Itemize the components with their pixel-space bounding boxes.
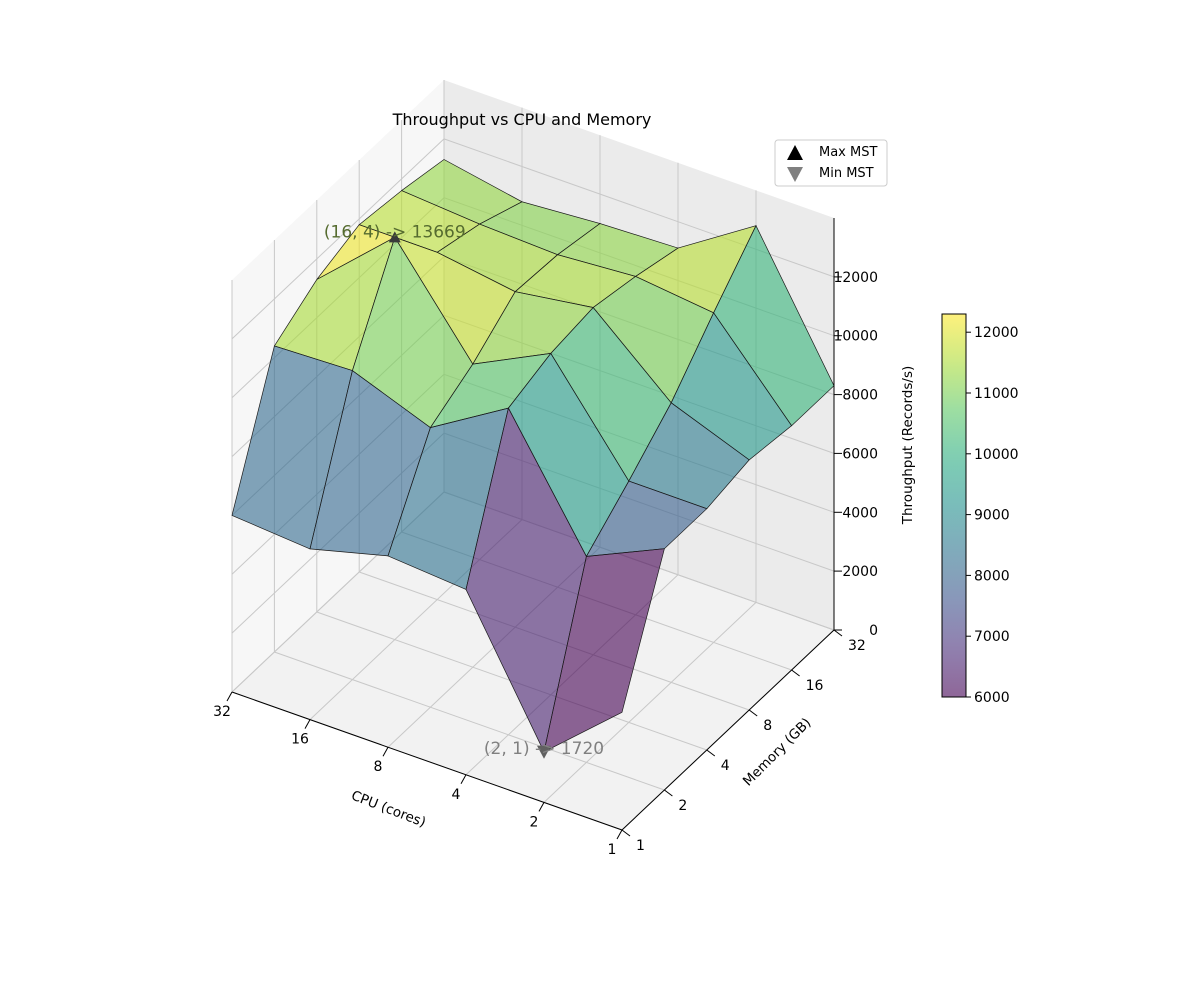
x-axis-line (231, 691, 623, 831)
min-marker (537, 745, 551, 759)
colorbar-tick-label: 8000 (974, 568, 1010, 584)
colorbar-tick-label: 7000 (974, 629, 1010, 645)
z-tick-label: 6000 (842, 446, 878, 462)
colorbar-tick-label: 12000 (974, 325, 1019, 341)
colorbar-tick-label: 9000 (974, 508, 1010, 524)
x-tick (226, 691, 233, 702)
x-tick-label: 8 (374, 759, 383, 775)
y-tick (791, 669, 800, 677)
x-tick-label: 4 (452, 787, 461, 803)
x-tick (460, 774, 467, 785)
x-tick-label: 2 (530, 814, 539, 830)
z-tick-label: 0 (869, 623, 878, 639)
x-tick (304, 719, 311, 729)
colorbar-tick-label: 10000 (974, 447, 1019, 463)
y-axis-line (621, 629, 835, 831)
y-tick (706, 749, 716, 757)
colorbar-tick-label: 11000 (974, 386, 1019, 402)
x-tick-label: 32 (213, 704, 231, 720)
y-tick (748, 709, 758, 717)
min-annotation: (2, 1) -> 1720 (484, 739, 604, 759)
y-tick (664, 789, 673, 797)
axes: 1248163212481632020004000600080001000012… (213, 218, 878, 858)
z-tick-label: 4000 (842, 505, 878, 521)
x-tick (382, 746, 389, 757)
legend: Max MST Min MST (774, 139, 888, 187)
extreme-markers: (16, 4) -> 13669 (2, 1) -> 1720 (324, 222, 604, 759)
legend-min-label: Min MST (819, 166, 874, 181)
z-axis-label: Throughput (Records/s) (900, 366, 916, 526)
x-tick-label: 1 (608, 842, 617, 858)
y-tick-label: 1 (636, 838, 645, 854)
y-tick-label: 16 (806, 678, 824, 694)
y-tick-label: 2 (678, 798, 687, 814)
surface-cell (543, 548, 665, 753)
z-tick-label: 10000 (833, 329, 878, 345)
colorbar-gradient (941, 313, 967, 698)
z-tick-label: 2000 (842, 564, 878, 580)
z-tick-label: 8000 (842, 388, 878, 404)
y-tick-label: 4 (721, 758, 730, 774)
x-tick (616, 829, 623, 840)
surface (231, 159, 835, 753)
max-annotation: (16, 4) -> 13669 (324, 222, 466, 242)
legend-max-label: Max MST (819, 145, 877, 160)
z-tick-label: 12000 (833, 270, 878, 286)
legend-max-marker (787, 145, 803, 160)
y-tick (621, 829, 631, 837)
chart-title: Throughput vs CPU and Memory (392, 110, 652, 129)
colorbar: 6000 7000 8000 9000 10000 11000 12000 (941, 313, 1019, 706)
colorbar-tick-label: 6000 (974, 690, 1010, 706)
x-tick-label: 16 (291, 732, 309, 748)
x-tick (538, 802, 545, 812)
y-tick (833, 629, 843, 637)
legend-min-marker (787, 167, 803, 182)
y-tick-label: 32 (848, 638, 866, 654)
grid-wall-z (231, 138, 445, 340)
grid-floor-memory (274, 651, 665, 791)
grid-floor-cpu (543, 602, 757, 803)
max-marker (388, 231, 401, 243)
y-tick-label: 8 (763, 718, 772, 734)
